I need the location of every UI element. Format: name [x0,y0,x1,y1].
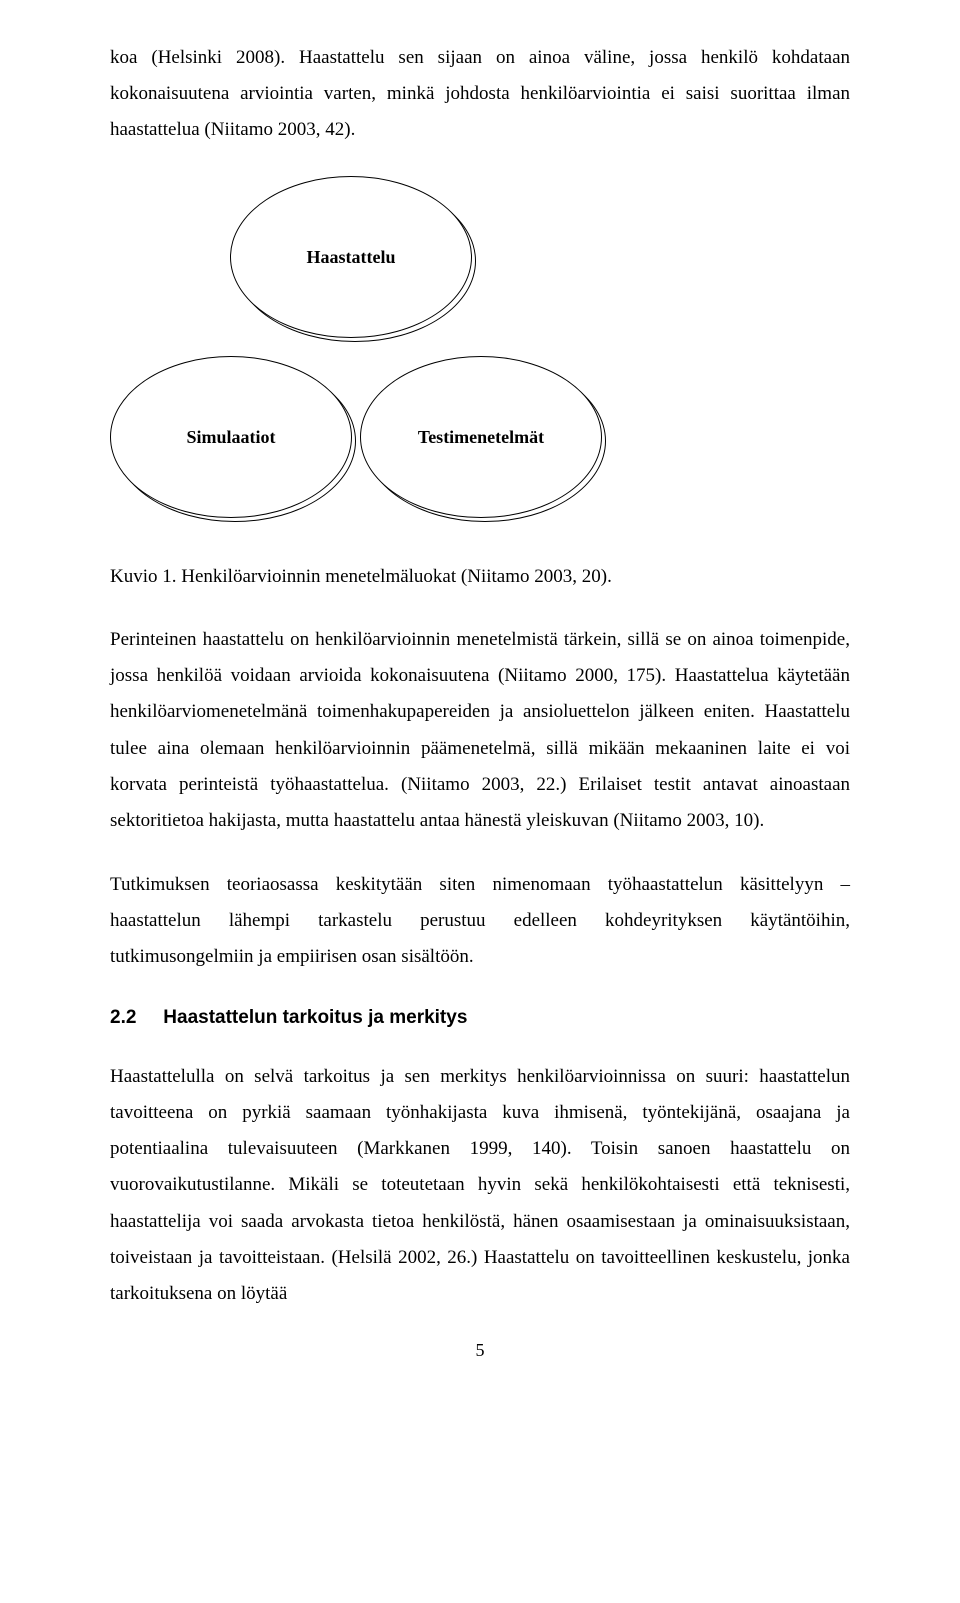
paragraph-intro: koa (Helsinki 2008). Haastattelu sen sij… [110,40,850,148]
section-number: 2.2 [110,1007,158,1029]
diagram-node-right-shape: Testimenetelmät [360,356,602,518]
diagram-node-top: Haastattelu [230,176,470,336]
diagram-node-right: Testimenetelmät [360,356,600,516]
paragraph-4: Haastattelulla on selvä tarkoitus ja sen… [110,1059,850,1312]
diagram-node-right-label: Testimenetelmät [418,427,544,448]
diagram-node-left-label: Simulaatiot [186,427,275,448]
diagram-node-left: Simulaatiot [110,356,350,516]
section-heading: 2.2 Haastattelun tarkoitus ja merkitys [110,1007,850,1029]
paragraph-2: Perinteinen haastattelu on henkilöarvioi… [110,622,850,839]
diagram-node-left-shape: Simulaatiot [110,356,352,518]
figure-caption: Kuvio 1. Henkilöarvioinnin menetelmäluok… [110,566,850,588]
diagram-node-top-label: Haastattelu [307,247,396,268]
venn-diagram: Simulaatiot Testimenetelmät Haastattelu [110,176,630,556]
paragraph-3: Tutkimuksen teoriaosassa keskitytään sit… [110,867,850,975]
page-number: 5 [110,1340,850,1361]
page: koa (Helsinki 2008). Haastattelu sen sij… [0,0,960,1401]
diagram-node-top-shape: Haastattelu [230,176,472,338]
section-title: Haastattelun tarkoitus ja merkitys [163,1007,467,1028]
